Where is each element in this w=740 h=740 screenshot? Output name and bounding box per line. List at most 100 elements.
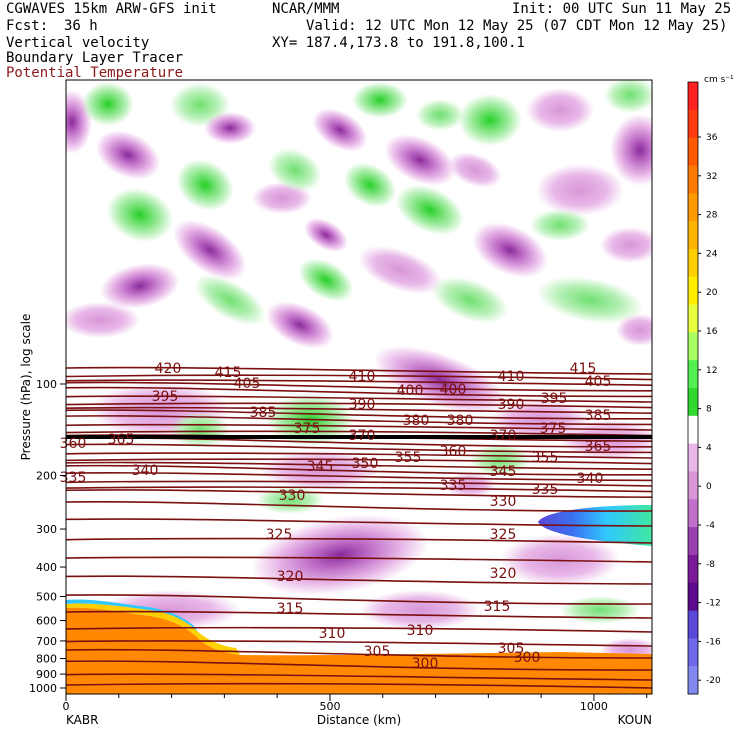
theta-contour [66,537,652,544]
theta-label: 310 [407,623,434,639]
tracer-fringe [66,603,240,655]
colorbar-swatch [688,443,698,472]
theta-contour [66,673,652,681]
colorbar-swatch [688,610,698,639]
colorbar-swatch [688,471,698,500]
theta-label: 385 [250,405,277,421]
x-tick-label: 0 [63,700,70,713]
colorbar-swatch [688,193,698,222]
field-vertical-velocity: Vertical velocity [6,35,150,51]
theta-contour [66,443,652,454]
colorbar-swatch [688,415,698,445]
colorbar-label: 8 [706,405,712,415]
theta-label: 325 [490,527,517,543]
colorbar-swatch [688,582,698,612]
wave-blobs [66,80,652,349]
theta-contour [66,366,652,375]
colorbar-swatch [688,360,698,389]
theta-label: 375 [294,421,321,437]
theta-label: 355 [395,450,422,466]
theta-label: 325 [266,527,293,543]
theta-label: 310 [319,626,346,642]
colorbar-label: -16 [706,637,721,647]
colorbar-swatch [688,82,698,111]
colorbar-label: -8 [706,560,715,570]
theta-contour [66,682,652,689]
theta-label: 415 [570,361,597,377]
y-tick-label: 100 [36,378,57,391]
theta-label: 335 [532,482,559,498]
colorbar-label: 16 [706,327,718,337]
y-tick-label: 300 [36,523,57,536]
theta-label: 420 [155,361,182,377]
boundary-layer-tracer [66,607,652,694]
theta-label: 315 [484,599,511,615]
theta-label: 405 [234,376,261,392]
theta-label: 415 [215,365,242,381]
colorbar-label: 28 [706,211,718,221]
theta-label: 365 [108,432,135,448]
colorbar-label: -20 [706,676,721,686]
theta-label: 395 [152,389,179,405]
right-endpoint-label: KOUN [618,713,652,727]
theta-contour [66,395,652,403]
init-time: Init: 00 UTC Sun 11 May 25 [512,1,732,17]
colorbar-swatch [688,137,698,166]
colorbar-label: 24 [706,249,718,259]
theta-label: 400 [440,382,467,398]
theta-label: 320 [490,566,517,582]
colorbar-label: -12 [706,599,721,609]
theta-label: 370 [349,428,376,444]
theta-label: 365 [585,439,612,455]
theta-label: 380 [403,413,430,429]
tracer-fringe-blue [66,599,198,632]
theta-contour [66,640,652,647]
x-axis: 0 500 1000 [63,694,648,713]
theta-label: 405 [585,374,612,390]
colorbar-label: 36 [706,133,718,143]
vertical-velocity-field [66,80,652,694]
colorbar-swatch [688,499,698,528]
colorbar-label: 0 [706,482,712,492]
theta-contour [66,386,652,398]
colorbar-swatch [688,304,698,333]
colorbar-label: 12 [706,366,717,376]
theta-label: 385 [585,408,612,424]
theta-contour [66,461,652,470]
theta-contour [66,374,652,381]
theta-label: 350 [352,456,379,472]
theta-label: 390 [349,397,376,413]
colorbar: 36 32 28 24 20 16 12 8 4 0 -4 -8 -12 -16 -20 [687,81,721,695]
colorbar-label: 32 [706,172,717,182]
potential-temperature-contours [66,366,652,689]
theta-contour [66,423,652,431]
colorbar-label: 20 [706,288,718,298]
theta-contour [66,406,652,414]
y-tick-label: 700 [36,635,57,648]
theta-label: 355 [532,450,559,466]
colorbar-swatch [688,638,698,667]
theta-contour [66,486,652,493]
x-tick-label: 500 [319,700,340,713]
theta-label: 390 [498,397,525,413]
field-potential-temperature: Potential Temperature [6,65,184,81]
theta-contour [66,430,652,437]
x-axis-title: Distance (km) [317,713,401,727]
colorbar-swatch [688,165,698,194]
theta-label: 320 [277,569,304,585]
y-tick-label: 900 [36,668,57,681]
y-tick-label: 1000 [29,682,57,695]
theta-label: 335 [440,478,467,494]
theta-label: 300 [514,650,541,666]
colorbar-swatch [688,527,698,556]
org-label: NCAR/MMM [272,1,340,17]
colorbar-swatch [688,332,698,361]
theta-label: 305 [364,644,391,660]
theta-contour [66,594,652,605]
theta-contour [66,610,652,619]
theta-label: 400 [397,383,424,399]
y-tick-label: 400 [36,561,57,574]
theta-label: 410 [498,369,525,385]
theta-label: 340 [132,463,159,479]
